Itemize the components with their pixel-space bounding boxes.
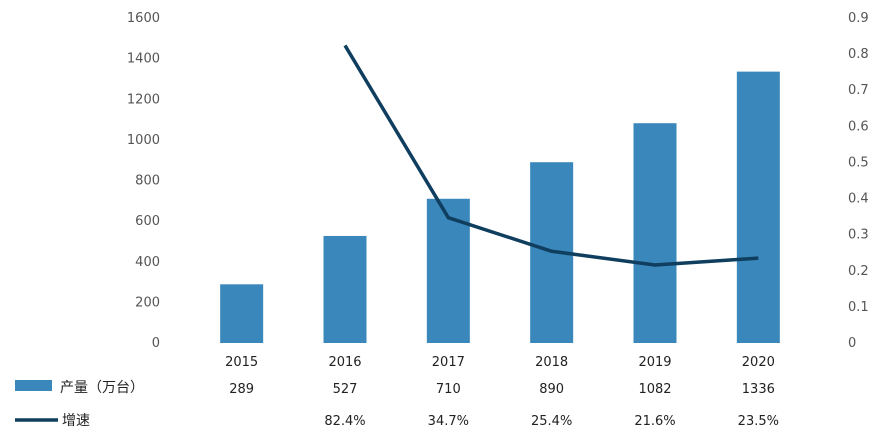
bar-value-label: 890	[539, 382, 564, 397]
bar-2016	[323, 235, 367, 343]
y-tick-label: 200	[135, 295, 160, 310]
growth-value-label: 25.4%	[531, 414, 572, 429]
y2-tick-label: 0.5	[848, 155, 869, 170]
legend-line-label: 增速	[62, 413, 90, 429]
y-tick-label: 1400	[127, 52, 160, 67]
bar-2015	[220, 284, 264, 343]
bar-value-label: 1336	[742, 382, 775, 397]
y2-tick-label: 0.4	[848, 192, 869, 207]
growth-value-label: 82.4%	[324, 414, 365, 429]
bar-2017	[426, 198, 470, 343]
category-label: 2017	[432, 355, 465, 370]
y-tick-label: 400	[135, 255, 160, 270]
category-label: 2019	[638, 355, 671, 370]
category-label: 2020	[742, 355, 775, 370]
bar-series	[220, 71, 780, 343]
right-axis-ticks: 0 0.1 0.2 0.3 0.4 0.5 0.6 0.7 0.8 0.9	[848, 11, 869, 351]
category-labels: 2015 2016 2017 2018 2019 2020	[225, 355, 775, 370]
y-tick-label: 0	[152, 336, 160, 351]
bar-value-label: 527	[333, 382, 358, 397]
y2-tick-label: 0.8	[848, 47, 869, 62]
y2-tick-label: 0	[848, 336, 856, 351]
growth-value-label: 34.7%	[428, 414, 469, 429]
bar-value-label: 289	[229, 382, 254, 397]
growth-line	[343, 44, 759, 267]
bar-value-label: 710	[436, 382, 461, 397]
bar-2019	[633, 123, 677, 343]
legend-bar-label: 产量（万台）	[60, 380, 144, 396]
data-table: 289 527 710 890 1082 1336 82.4% 34.7% 25.4% 21.6%…	[229, 382, 779, 429]
y-tick-label: 1000	[127, 133, 160, 148]
growth-value-label: 23.5%	[738, 414, 779, 429]
legend: 产量（万台） 增速	[15, 380, 144, 429]
left-axis-ticks: 0 200 400 600 800 1000 1200 1400 1600	[127, 11, 160, 351]
category-label: 2016	[328, 355, 361, 370]
bar-2020	[736, 71, 780, 343]
legend-bar-swatch	[15, 380, 52, 391]
y2-tick-label: 0.9	[848, 11, 869, 26]
y2-tick-label: 0.6	[848, 119, 869, 134]
category-label: 2015	[225, 355, 258, 370]
y-tick-label: 1600	[127, 11, 160, 26]
y-tick-label: 1200	[127, 92, 160, 107]
y2-tick-label: 0.2	[848, 264, 869, 279]
y2-tick-label: 0.1	[848, 300, 869, 315]
line-series	[343, 44, 759, 267]
y2-tick-label: 0.3	[848, 228, 869, 243]
bar-value-label: 1082	[638, 382, 671, 397]
y-tick-label: 600	[135, 214, 160, 229]
category-label: 2018	[535, 355, 568, 370]
y2-tick-label: 0.7	[848, 83, 869, 98]
growth-value-label: 21.6%	[634, 414, 675, 429]
y-tick-label: 800	[135, 174, 160, 189]
